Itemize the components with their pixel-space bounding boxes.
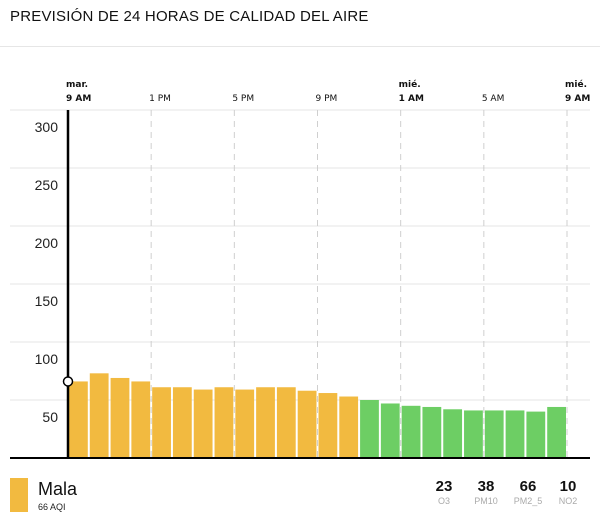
pollutant-name: PM10: [474, 496, 498, 506]
pollutant-value: 10: [559, 478, 577, 495]
x-tick-day: mié.: [565, 79, 587, 90]
pollutant-name: O3: [437, 496, 450, 506]
aqi-bar: [422, 406, 442, 458]
x-tick-time: 9 AM: [66, 94, 91, 104]
aqi-bar: [152, 387, 171, 458]
page-title: PREVISIÓN DE 24 HORAS DE CALIDAD DEL AIR…: [10, 8, 369, 25]
aqi-level-label: Mala: [38, 479, 78, 499]
aqi-bar: [380, 403, 400, 458]
x-tick-time: 9 AM: [565, 94, 590, 104]
aqi-bar: [443, 409, 463, 458]
aqi-bar: [547, 406, 566, 458]
x-tick-time: 5 AM: [482, 94, 505, 104]
aqi-bar: [297, 390, 317, 458]
aqi-bar: [401, 405, 421, 458]
pollutant-value: 38: [477, 478, 495, 495]
aqi-bar: [360, 400, 379, 458]
y-tick-label: 250: [35, 177, 59, 193]
aqi-bar: [464, 410, 483, 458]
aqi-bar: [235, 389, 255, 458]
pollutant-pm25: 66 PM2_5: [508, 478, 548, 506]
y-tick-label: 100: [35, 351, 59, 367]
x-tick-day: mar.: [66, 80, 88, 90]
aqi-bar: [89, 373, 109, 458]
aqi-bar: [172, 387, 192, 458]
aqi-bar: [110, 377, 130, 458]
aqi-bar: [131, 381, 151, 458]
aqi-level-swatch: [10, 478, 28, 512]
pollutant-pm10: 38 PM10: [466, 478, 506, 506]
y-tick-label: 150: [35, 293, 59, 309]
aqi-bar: [276, 387, 296, 458]
pollutant-name: NO2: [558, 496, 578, 506]
x-tick-day: mié.: [399, 79, 421, 90]
header-divider: [0, 46, 600, 47]
aqi-value: 66 AQI: [38, 502, 66, 512]
pollutant-value: 66: [519, 478, 537, 495]
aqi-bar: [526, 411, 546, 458]
aqi-bar: [505, 410, 525, 458]
y-tick-label: 50: [42, 409, 58, 425]
aqi-bar: [318, 393, 338, 458]
aqi-bar: [256, 387, 275, 458]
x-tick-time: 1 PM: [149, 94, 171, 104]
aqi-forecast-chart: 50 100 150 200 250 300 mar. 9 AM 1 PM 5 PM 9 PM mié…: [10, 79, 590, 459]
x-tick-time: 9 PM: [316, 94, 338, 104]
aqi-bar: [193, 389, 213, 458]
pollutant-o3: 23 O3: [424, 478, 464, 506]
aqi-bar: [69, 381, 88, 458]
y-tick-label: 200: [35, 235, 59, 251]
aqi-bar: [339, 396, 359, 458]
current-value-marker: [62, 376, 74, 387]
x-tick-time: 5 PM: [232, 94, 254, 104]
y-tick-label: 300: [35, 119, 59, 135]
aqi-bar: [214, 387, 234, 458]
aqi-bar: [484, 410, 504, 458]
pollutant-name: PM2_5: [513, 496, 543, 506]
pollutant-value: 23: [435, 478, 453, 495]
pollutant-no2: 10 NO2: [548, 478, 588, 506]
x-tick-time: 1 AM: [399, 94, 424, 104]
